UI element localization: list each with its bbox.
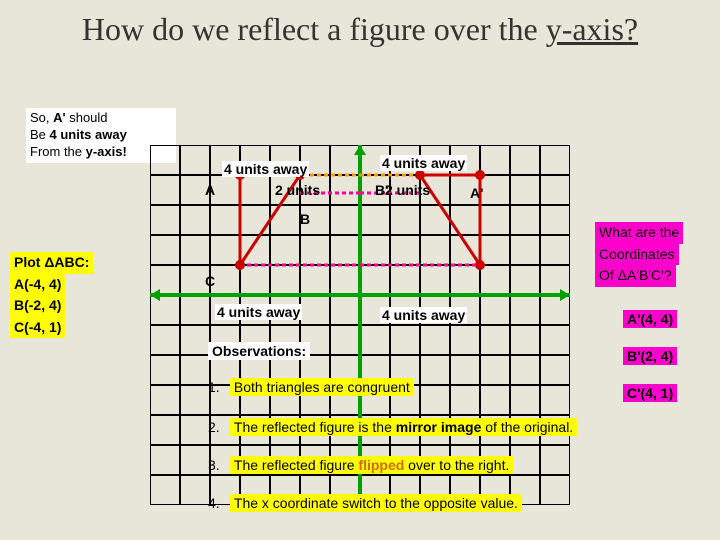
label-4units-tl: 4 units away [222, 161, 309, 177]
label-4units-br: 4 units away [380, 307, 467, 323]
title-text-1: How do we reflect a figure over the [82, 11, 546, 47]
coordinate-grid [150, 145, 570, 505]
obs-3: 3. The reflected figure flipped over to … [208, 456, 513, 474]
obs-2: 2. The reflected figure is the mirror im… [208, 418, 577, 436]
obs-1: 1. Both triangles are congruent [208, 378, 414, 396]
point-c: C [205, 273, 215, 289]
plot-instructions: Plot ΔABC: A(-4, 4) B(-2, 4) C(-4, 1) [10, 252, 93, 338]
observations-header: Observations: [208, 342, 310, 360]
obs-4: 4. The x coordinate switch to the opposi… [208, 494, 522, 512]
answer-a: A'(4, 4) [617, 308, 683, 330]
page-title: How do we reflect a figure over the y-ax… [0, 0, 720, 48]
coords-question: What are the Coordinates Of ΔA'B'C'? [595, 222, 683, 287]
label-2units-l: 2 units [275, 182, 320, 198]
point-b-prime: B' [375, 182, 388, 198]
label-4units-tr: 4 units away [380, 155, 467, 171]
label-2units-r: 2 units [385, 182, 430, 198]
point-a-prime: A' [470, 185, 483, 201]
label-4units-bl: 4 units away [215, 304, 302, 320]
answer-c: C'(4, 1) [617, 382, 683, 404]
point-b: B [300, 211, 310, 227]
point-a: A [205, 182, 215, 198]
answer-b: B'(2, 4) [617, 345, 683, 367]
grid-svg [150, 145, 570, 505]
title-text-2: y-axis? [546, 11, 638, 47]
